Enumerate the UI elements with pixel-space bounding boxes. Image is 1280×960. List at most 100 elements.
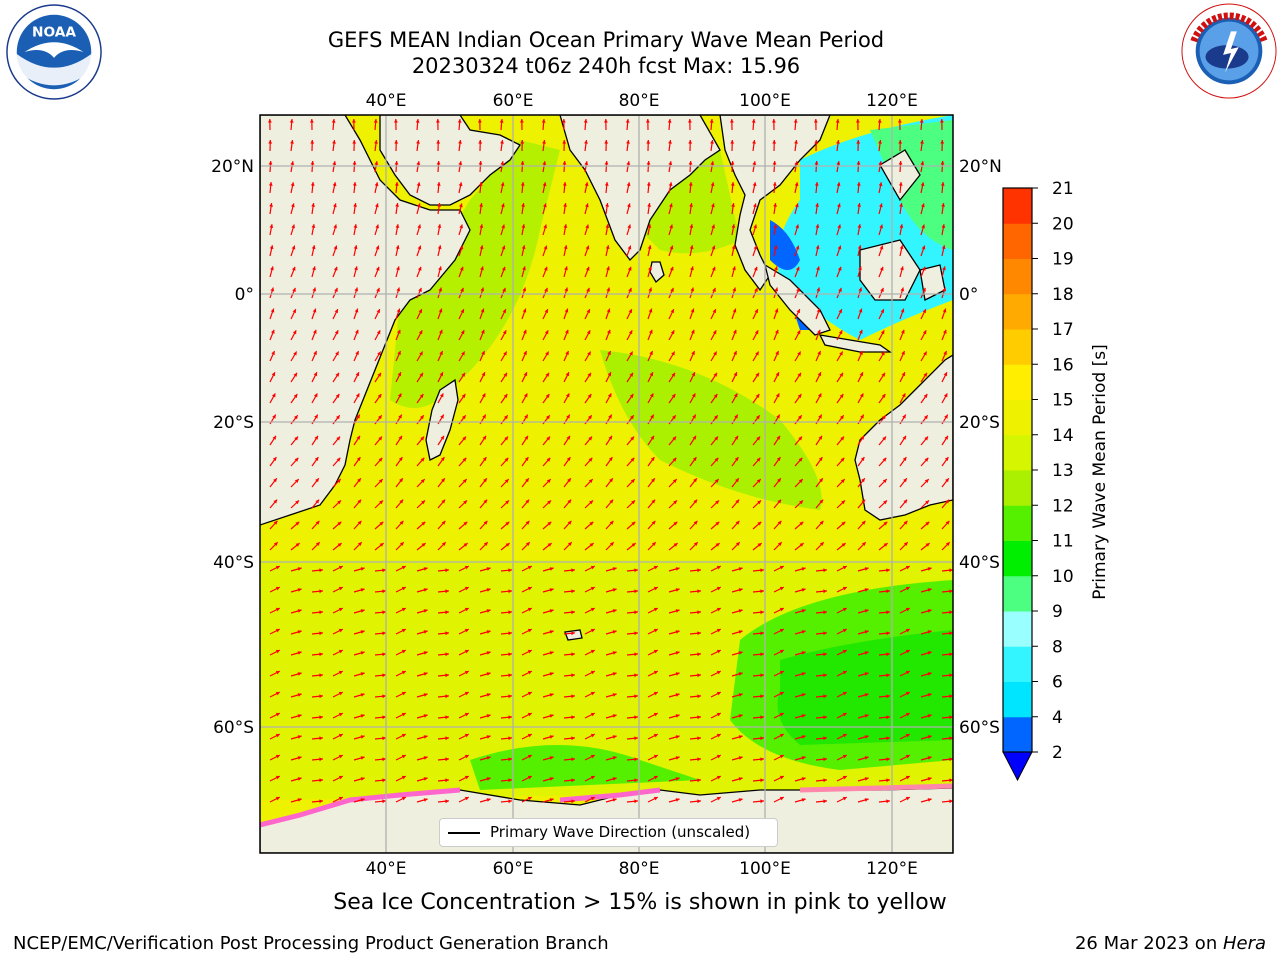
wave-arrow-head [775,351,779,355]
wave-arrow-head [691,393,696,398]
wave-arrow-head [883,543,888,547]
wave-arrow-head [357,478,361,483]
lon-label-bottom: 80°E [619,859,660,879]
wave-arrow-head [332,140,336,144]
wave-arrow-head [646,140,651,144]
wave-arrow-head [779,691,784,696]
wave-arrow-head [756,436,760,441]
wave-arrow-head [924,415,928,420]
wave-arrow-head [714,436,718,441]
wave-arrow-head [461,351,465,356]
wave-arrow-head [527,586,532,591]
wave-arrow-head [401,565,406,570]
wave-arrow-head [738,609,743,613]
wave-arrow-head [460,287,464,292]
wave-arrow-head [864,714,869,718]
wave-arrow-head [294,436,298,441]
wave-arrow-head [292,330,297,335]
wave-arrow-head [315,520,320,525]
wave-arrow-head [418,309,422,314]
wave-arrow-head [940,161,945,165]
wave-arrow-head [779,670,784,675]
wave-arrow-head [927,567,932,571]
colorbar-tick-label: 10 [1052,567,1074,587]
wave-arrow-head [711,266,716,271]
wave-arrow-head [760,778,764,783]
wave-arrow-head [670,309,674,314]
wave-arrow-head [314,435,318,440]
wave-arrow-head [423,651,428,655]
wave-arrow-head [588,415,592,420]
wave-arrow-head [562,140,567,144]
wave-arrow-head [590,775,595,780]
wave-arrow-head [840,415,844,420]
wave-arrow-head [360,609,365,613]
wave-arrow-head [612,693,617,697]
wave-arrow-head [271,351,275,355]
wave-arrow-head [796,309,800,314]
wave-arrow-head [420,457,425,462]
wave-arrow-head [547,521,552,526]
wave-arrow-head [927,672,932,676]
wave-arrow-head [757,543,762,547]
lon-label-top: 100°E [739,91,791,111]
wave-arrow-head [860,435,864,440]
wave-arrow-head [675,714,680,718]
wave-arrow-head [697,736,701,741]
wave-arrow-head [458,182,463,187]
wave-arrow-head [445,799,449,804]
wave-arrow-head [508,694,512,699]
wave-arrow-head [549,798,554,802]
wave-arrow-head [774,266,778,271]
wave-arrow-head [419,351,423,356]
wave-arrow-head [860,457,865,461]
wave-arrow-head [459,245,464,250]
wave-arrow-head [760,673,764,678]
wave-arrow-head [625,119,630,123]
wave-arrow-head [814,140,819,144]
green-region-se-core [777,630,953,745]
wave-arrow-head [796,330,801,335]
wave-arrow-head [814,161,819,165]
wave-arrow-head [584,182,589,187]
wave-arrow-head [801,567,806,571]
wave-arrow-head [486,672,491,676]
wave-arrow-head [439,372,444,377]
wave-arrow-head [375,224,379,229]
wave-arrow-head [755,372,759,377]
wave-arrow-head [711,224,715,229]
wave-arrow-head [441,520,446,525]
wave-arrow-head [817,372,822,377]
wave-arrow-head [293,394,298,398]
wave-arrow-head [921,245,926,250]
wave-arrow-head [713,372,717,377]
lat-label-left: 20°N [211,157,254,177]
wave-arrow-head [272,457,277,461]
wave-arrow-head [297,756,302,760]
wave-arrow-head [395,203,399,207]
wave-arrow-head [542,161,547,165]
wave-arrow-head [297,567,302,571]
wave-arrow-head [352,182,357,186]
wave-arrow-head [612,714,617,718]
wave-arrow-head [571,610,575,615]
wave-arrow-head [338,565,343,570]
wave-arrow-head [607,329,611,334]
wave-arrow-head [779,712,784,717]
wave-arrow-head [401,712,406,717]
wave-arrow-head [920,140,924,144]
wave-arrow-head [942,266,946,271]
wave-arrow-head [583,119,588,123]
wave-arrow-head [377,351,381,356]
wave-arrow-head [667,119,672,123]
wave-arrow-head [549,672,554,676]
wave-arrow-head [731,203,735,207]
wave-arrow-head [478,182,483,186]
wave-arrow-head [462,457,467,462]
wave-arrow-head [649,393,654,398]
sea-ice-note: Sea Ice Concentration > 15% is shown in … [333,890,947,915]
wave-arrow-head [543,203,547,208]
wave-arrow-head [943,393,948,398]
wave-arrow-head [547,543,552,547]
wave-arrow-head [544,287,548,292]
